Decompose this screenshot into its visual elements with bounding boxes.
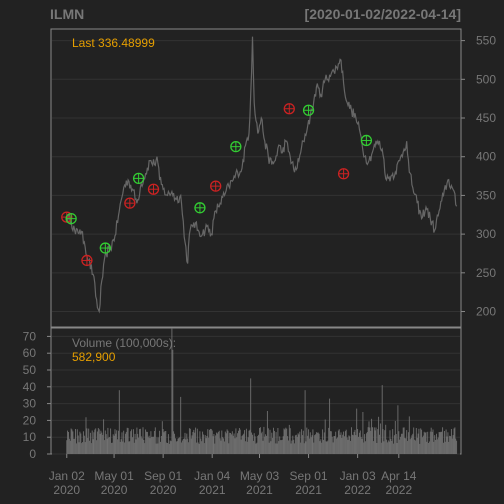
x-tick-label: Sep 01	[290, 469, 328, 483]
price-tick-label: 500	[476, 72, 496, 86]
x-tick-label: Sep 01	[144, 469, 182, 483]
price-tick-label: 250	[476, 266, 496, 280]
price-tick-label: 200	[476, 305, 496, 319]
volume-tick-label: 0	[29, 447, 36, 461]
volume-y-axis: 0 10 20 30 40 50 60 70	[23, 329, 51, 461]
volume-tick-label: 20	[23, 413, 37, 427]
volume-bars	[66, 328, 458, 454]
x-tick-year: 2022	[344, 483, 371, 497]
volume-last-value: 582,900	[72, 350, 116, 364]
x-tick-label: Jan 04	[194, 469, 230, 483]
x-tick-year: 2020	[53, 483, 80, 497]
x-tick-year: 2020	[101, 483, 128, 497]
chart-date-range: [2020-01-02/2022-04-14]	[305, 6, 461, 22]
x-tick-year: 2021	[199, 483, 226, 497]
price-tick-label: 350	[476, 188, 496, 202]
price-tick-label: 400	[476, 150, 496, 164]
x-tick-label: May 01	[94, 469, 134, 483]
volume-tick-label: 70	[23, 329, 37, 343]
x-tick-label: Jan 02	[49, 469, 85, 483]
price-y-axis: 200 250 300 350 400 450 500 550	[461, 34, 496, 319]
volume-label: Volume (100,000s):	[72, 336, 176, 350]
x-tick-label: Apr 14	[381, 469, 417, 483]
x-tick-label: Jan 03	[340, 469, 376, 483]
price-line	[66, 36, 458, 314]
volume-tick-label: 50	[23, 363, 37, 377]
volume-tick-label: 40	[23, 380, 37, 394]
volume-tick-label: 10	[23, 430, 37, 444]
price-tick-label: 450	[476, 111, 496, 125]
price-tick-label: 300	[476, 227, 496, 241]
x-tick-year: 2022	[385, 483, 412, 497]
volume-tick-label: 60	[23, 346, 37, 360]
x-tick-year: 2021	[295, 483, 322, 497]
x-tick-label: May 03	[240, 469, 280, 483]
chart-symbol: ILMN	[50, 6, 84, 22]
price-tick-label: 550	[476, 34, 496, 48]
price-grid	[52, 40, 460, 313]
last-price-label: Last 336.48999	[72, 36, 155, 50]
x-tick-year: 2021	[246, 483, 273, 497]
volume-tick-label: 30	[23, 397, 37, 411]
x-tick-year: 2020	[150, 483, 177, 497]
price-panel-frame	[50, 28, 462, 328]
signal-markers	[61, 103, 373, 267]
